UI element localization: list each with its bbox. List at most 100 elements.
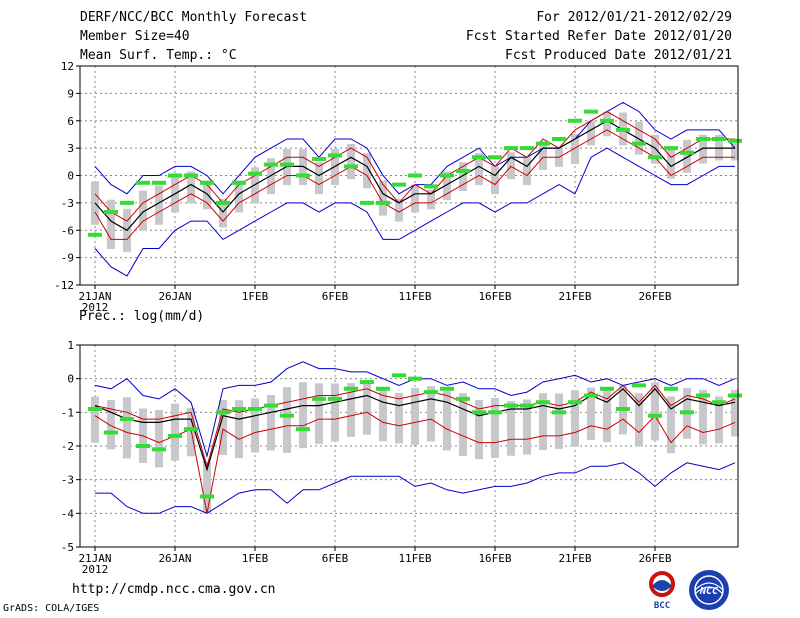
temp-spread-bar bbox=[411, 184, 419, 213]
temp-spread-bar bbox=[139, 190, 147, 231]
temp-spread-bar bbox=[219, 198, 227, 228]
temp-line-meanminussd bbox=[94, 129, 735, 240]
prec-observed-mark bbox=[88, 406, 102, 411]
temp-observed-mark bbox=[504, 146, 518, 151]
prec-observed-mark bbox=[552, 410, 566, 415]
temp-spread-bar bbox=[699, 134, 707, 164]
prec-xtick-label: 21JAN bbox=[78, 552, 111, 565]
grads-credit: GrADS: COLA/IGES bbox=[3, 603, 100, 614]
prec-spread-bar bbox=[155, 409, 163, 468]
temp-observed-mark bbox=[648, 155, 662, 160]
temp-xtick-label: 21FEB bbox=[558, 290, 591, 303]
temp-observed-mark bbox=[264, 162, 278, 167]
temp-ytick-label: 0 bbox=[67, 170, 74, 183]
precip-variable-label: Prec.: log(mm/d) bbox=[79, 309, 205, 324]
temp-spread-bar bbox=[187, 171, 195, 204]
prec-spread-bar bbox=[715, 396, 723, 444]
temp-spread-bar bbox=[475, 153, 483, 186]
temp-observed-mark bbox=[280, 162, 294, 167]
prec-observed-mark bbox=[328, 396, 342, 401]
prec-spread-bar bbox=[315, 383, 323, 444]
prec-spread-bar bbox=[395, 392, 403, 444]
prec-spread-bar bbox=[635, 393, 643, 447]
temp-xtick-label: 6FEB bbox=[322, 290, 349, 303]
temp-spread-bar bbox=[731, 143, 739, 161]
temp-spread-bar bbox=[315, 162, 323, 195]
prec-xtick-label: 11FEB bbox=[398, 552, 431, 565]
prec-spread-bar bbox=[299, 382, 307, 449]
bcc-logo-text: BCC bbox=[654, 601, 670, 611]
temp-observed-mark bbox=[136, 180, 150, 185]
temp-spread-bar bbox=[427, 189, 435, 210]
prec-spread-bar bbox=[91, 396, 99, 443]
temp-observed-mark bbox=[584, 109, 598, 114]
temp-observed-mark bbox=[88, 232, 102, 237]
prec-observed-mark bbox=[472, 410, 486, 415]
prec-observed-mark bbox=[440, 386, 454, 391]
prec-spread-bar bbox=[587, 387, 595, 440]
temp-observed-mark bbox=[360, 200, 374, 205]
temp-observed-mark bbox=[616, 127, 630, 132]
forecast-started: Fcst Started Refer Date 2012/01/20 bbox=[465, 29, 732, 44]
prec-observed-mark bbox=[248, 406, 262, 411]
temp-spread-bar bbox=[635, 121, 643, 155]
temp-spread-bar bbox=[491, 166, 499, 195]
temp-observed-mark bbox=[568, 118, 582, 123]
temp-xtick-label: 11FEB bbox=[398, 290, 431, 303]
temp-observed-mark bbox=[712, 137, 726, 141]
prec-spread-bar bbox=[363, 381, 371, 435]
prec-observed-mark bbox=[344, 386, 358, 391]
temp-xtick-label: 26FEB bbox=[638, 290, 671, 303]
prec-observed-mark bbox=[568, 400, 582, 405]
prec-observed-mark bbox=[664, 386, 678, 391]
prec-spread-bar bbox=[171, 403, 179, 461]
prec-spread-bar bbox=[427, 386, 435, 442]
prec-xtick-label: 16FEB bbox=[478, 552, 511, 565]
prec-ytick-label: -4 bbox=[61, 507, 75, 520]
temp-line-min bbox=[94, 147, 735, 277]
prec-spread-bar bbox=[523, 399, 531, 455]
temp-observed-mark bbox=[440, 173, 454, 178]
temp-observed-mark bbox=[472, 155, 486, 160]
header-right: For 2012/01/21-2012/02/29 Fcst Started R… bbox=[466, 8, 732, 65]
temp-spread-bar bbox=[603, 111, 611, 137]
temp-ytick-label: 6 bbox=[67, 115, 74, 128]
prec-spread-bar bbox=[699, 389, 707, 445]
prec-spread-bar bbox=[667, 396, 675, 454]
temp-ytick-label: -12 bbox=[54, 279, 74, 292]
prec-observed-mark bbox=[600, 386, 614, 391]
temp-observed-mark bbox=[728, 138, 742, 143]
prec-observed-mark bbox=[680, 410, 694, 415]
temp-spread-bar bbox=[379, 180, 387, 216]
prec-observed-mark bbox=[392, 373, 406, 378]
prec-spread-bar bbox=[443, 390, 451, 451]
temp-observed-mark bbox=[248, 171, 262, 176]
prec-spread-bar bbox=[539, 393, 547, 451]
prec-observed-mark bbox=[264, 403, 278, 408]
source-url[interactable]: http://cmdp.ncc.cma.gov.cn bbox=[72, 582, 276, 597]
temp-ytick-label: 3 bbox=[67, 142, 74, 155]
temp-xtick-label: 21JAN bbox=[78, 290, 111, 303]
temp-observed-mark bbox=[552, 137, 566, 141]
temp-ytick-label: -9 bbox=[61, 252, 74, 265]
temp-observed-mark bbox=[632, 141, 646, 146]
temp-spread-bar bbox=[539, 143, 547, 171]
temp-observed-mark bbox=[696, 137, 710, 141]
temp-observed-mark bbox=[328, 153, 342, 158]
temp-ytick-label: 12 bbox=[61, 60, 74, 73]
prec-observed-mark bbox=[632, 383, 646, 388]
prec-spread-bar bbox=[555, 393, 563, 449]
prec-xtick-label: 1FEB bbox=[242, 552, 269, 565]
temp-ytick-label: 9 bbox=[67, 87, 74, 100]
prec-spread-bar bbox=[235, 400, 243, 459]
prec-observed-mark bbox=[712, 400, 726, 405]
prec-spread-bar bbox=[203, 461, 211, 514]
temp-observed-mark bbox=[344, 164, 358, 169]
member-size: Member Size=40 bbox=[80, 29, 190, 44]
temp-observed-mark bbox=[520, 146, 534, 151]
prec-observed-mark bbox=[408, 376, 422, 381]
forecast-period: For 2012/01/21-2012/02/29 bbox=[536, 10, 732, 25]
temp-spread-bar bbox=[459, 162, 467, 192]
temp-spread-bar bbox=[363, 153, 371, 189]
prec-observed-mark bbox=[136, 444, 150, 448]
